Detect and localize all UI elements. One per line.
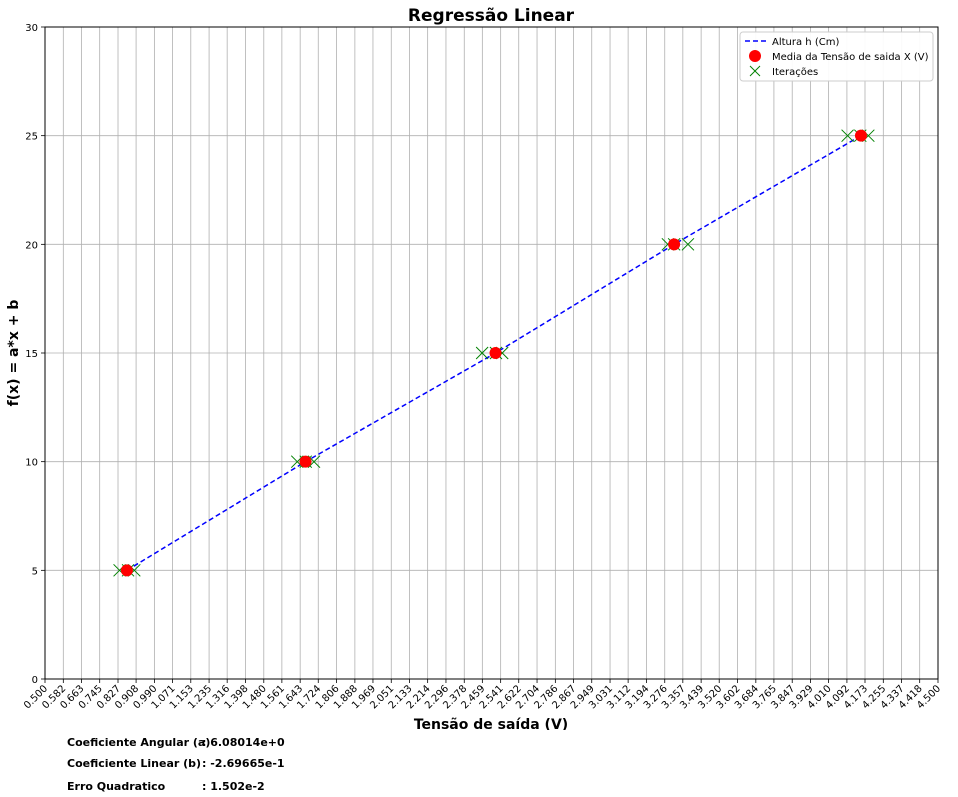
squared-error-value: : 1.502e-2 xyxy=(202,780,265,793)
legend-label: Altura h (Cm) xyxy=(772,37,839,48)
iteration-point xyxy=(681,237,695,251)
legend: Altura h (Cm) Media da Tensão de saida X … xyxy=(739,31,934,82)
legend-label: Media da Tensão de saida X (V) xyxy=(772,52,929,63)
angular-coefficient: Coeficiente Angular (a): 6.08014e+0 xyxy=(67,736,285,749)
angular-coefficient-value: : 6.08014e+0 xyxy=(202,736,285,749)
squared-error-label: Erro Quadratico xyxy=(67,780,166,793)
y-tick-label: 10 xyxy=(25,458,38,469)
legend-label: Iterações xyxy=(772,67,818,78)
regression-chart: 0.5000.5820.6630.7450.8270.9080.9901.071… xyxy=(6,6,943,730)
y-tick-label: 5 xyxy=(32,566,38,577)
y-axis-label: f(x) = a*x + b xyxy=(6,300,22,407)
x-axis-ticks: 0.5000.5820.6630.7450.8270.9080.9901.071… xyxy=(22,679,943,711)
mean-point xyxy=(854,129,867,142)
angular-coefficient-label: Coeficiente Angular (a) xyxy=(67,736,211,749)
legend-item: Media da Tensão de saida X (V) xyxy=(749,50,929,63)
legend-item: Iterações xyxy=(749,65,818,78)
squared-error: Erro Quadratico : 1.502e-2 xyxy=(67,780,265,793)
series-layer xyxy=(113,129,875,577)
legend-swatch xyxy=(749,65,761,77)
y-tick-label: 0 xyxy=(32,675,38,686)
x-axis-label: Tensão de saída (V) xyxy=(414,717,568,730)
iteration-point xyxy=(841,129,854,143)
y-tick-label: 25 xyxy=(25,132,38,143)
mean-point xyxy=(120,564,133,577)
legend-box xyxy=(739,31,934,82)
linear-coefficient: Coeficiente Linear (b): -2.69665e-1 xyxy=(67,757,285,770)
legend-item: Altura h (Cm) xyxy=(745,37,839,48)
y-tick-label: 15 xyxy=(25,349,38,360)
iteration-point xyxy=(307,455,321,469)
y-tick-label: 30 xyxy=(25,23,38,34)
mean-point xyxy=(489,347,502,359)
y-tick-label: 20 xyxy=(25,240,38,251)
mean-point xyxy=(299,455,312,468)
chart-title: Regressão Linear xyxy=(408,6,575,26)
linear-coefficient-value: : -2.69665e-1 xyxy=(202,757,285,770)
y-axis-ticks: 0 5 10 15 20 25 30 xyxy=(25,23,45,686)
legend-swatch xyxy=(749,50,761,62)
iteration-point xyxy=(475,346,489,360)
linear-coefficient-label: Coeficiente Linear (b) xyxy=(67,757,202,770)
mean-point xyxy=(668,238,681,251)
